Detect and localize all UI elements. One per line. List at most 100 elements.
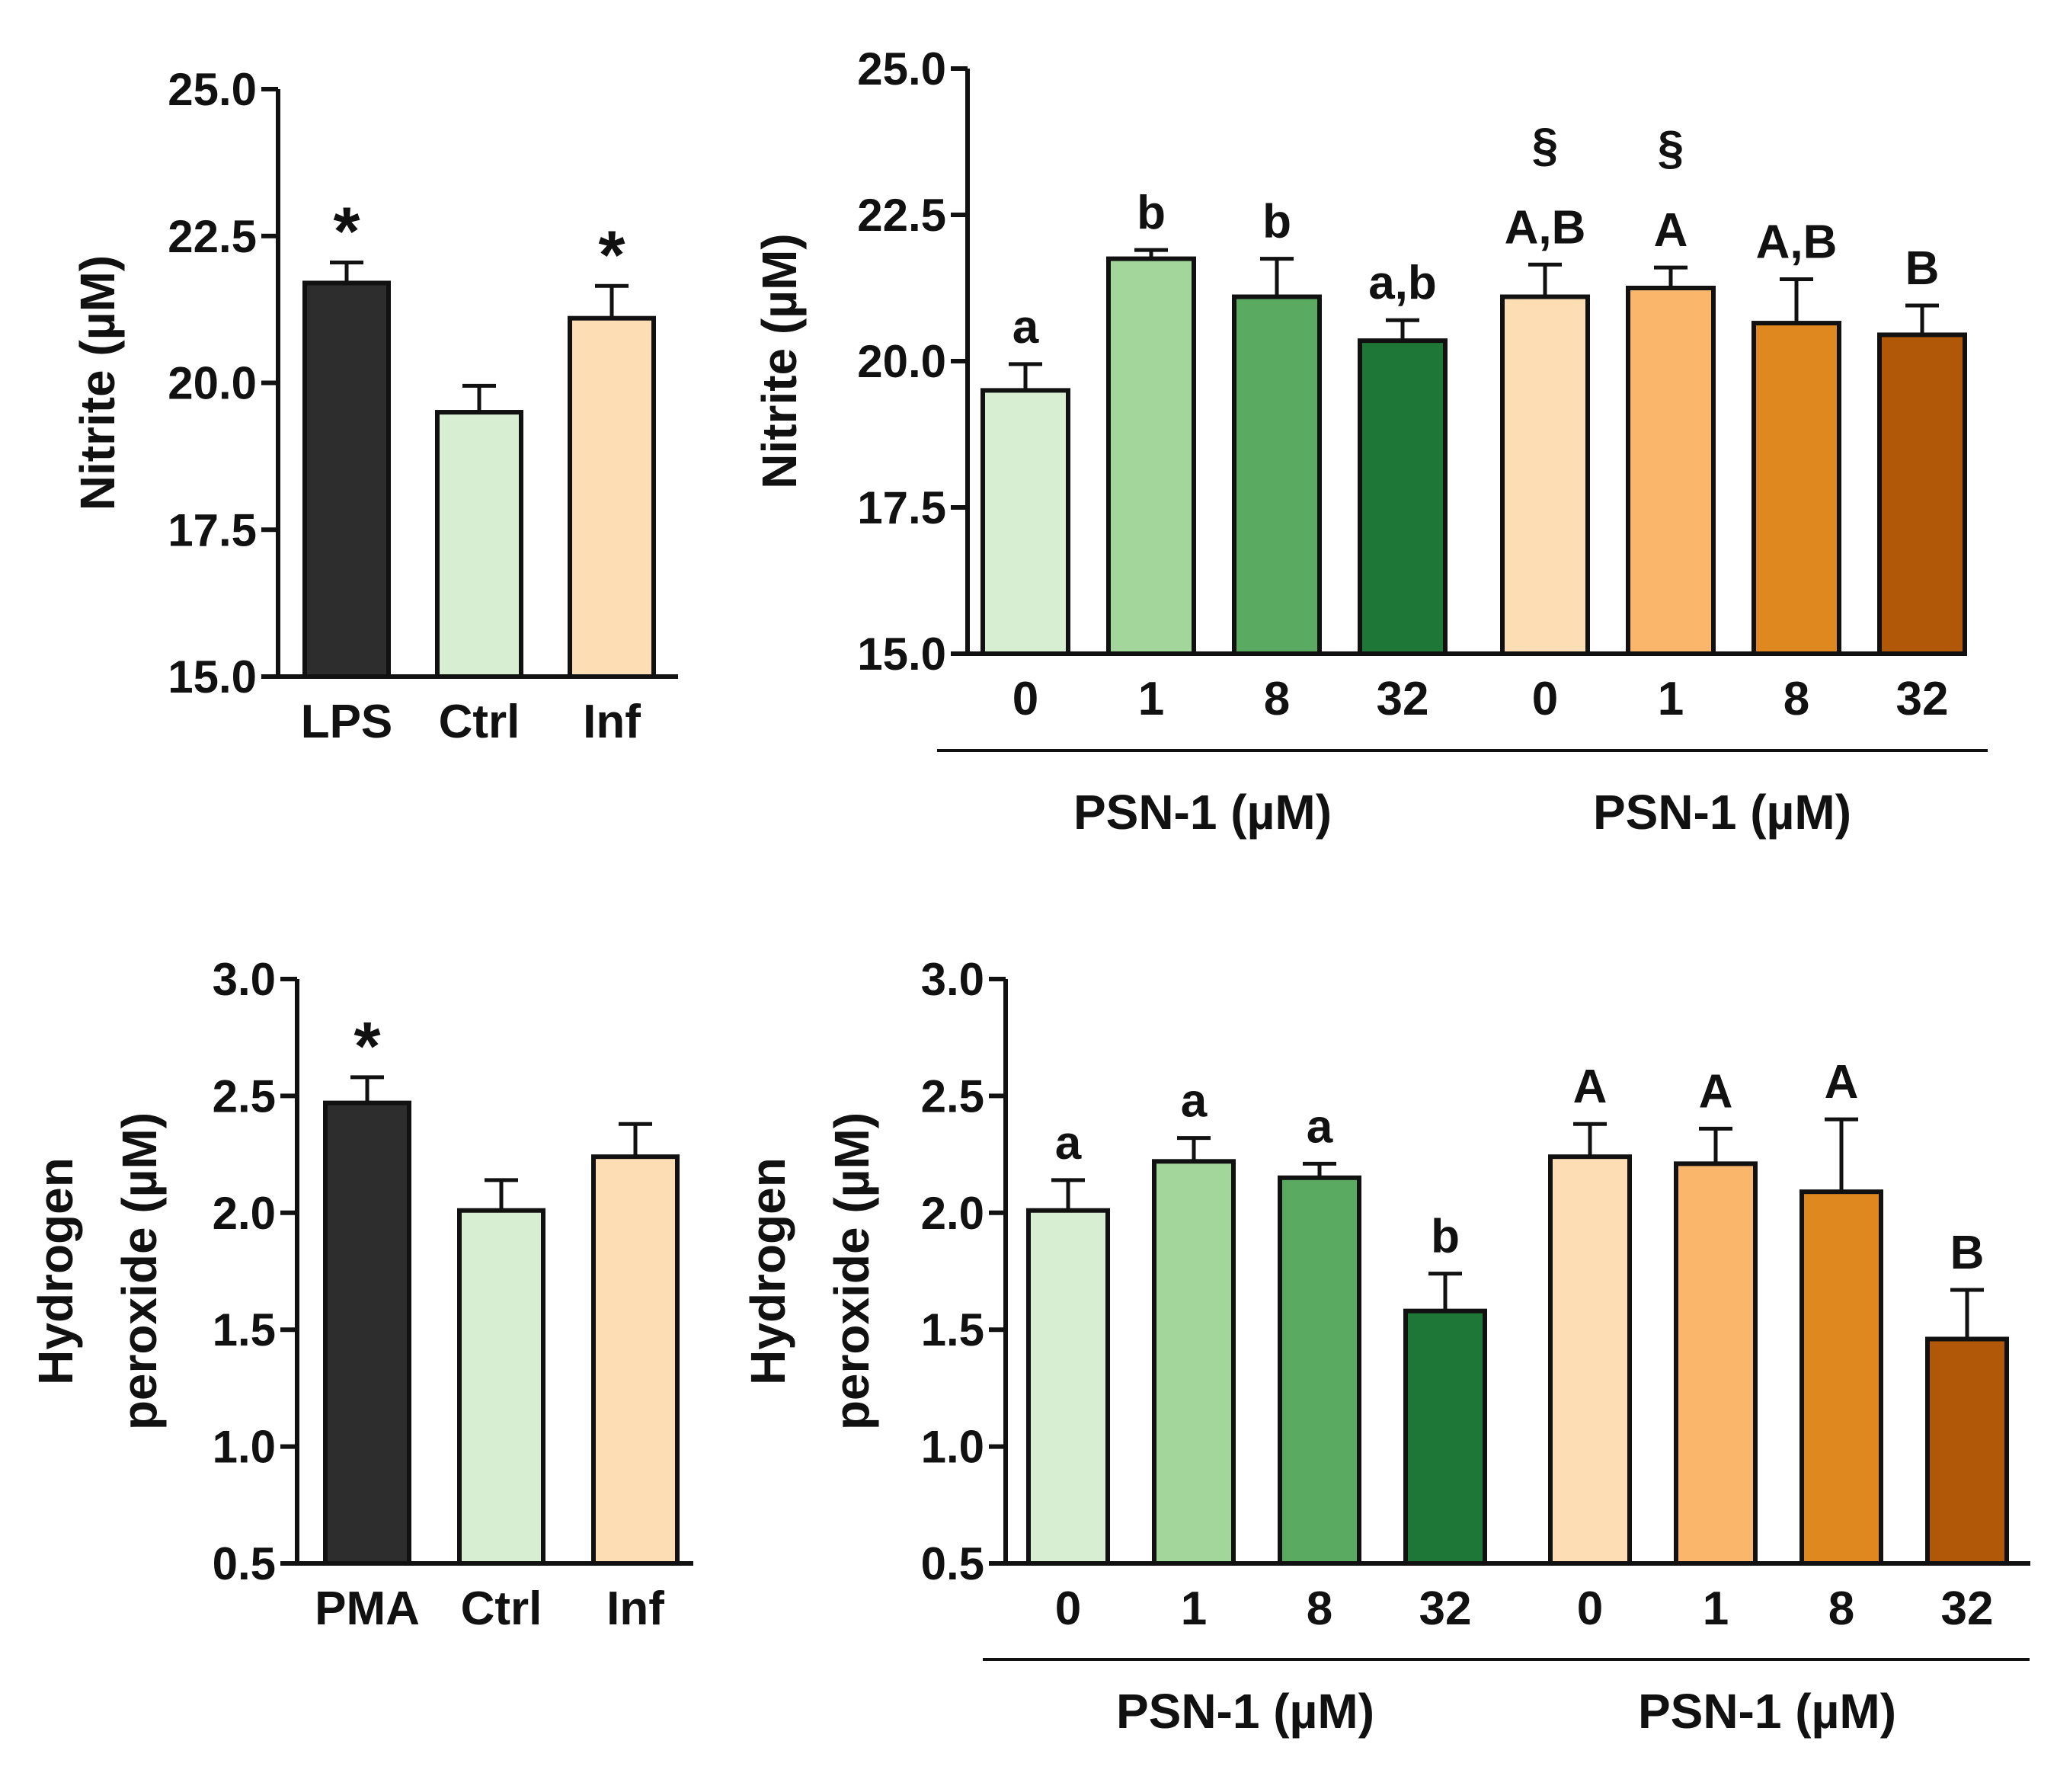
- x-tick-label: 1: [1138, 673, 1164, 725]
- y-tick-label: 1.5: [213, 1304, 276, 1355]
- bar: [1500, 294, 1590, 656]
- y-tick-label: 0.5: [213, 1538, 276, 1589]
- bar: [1152, 1159, 1236, 1566]
- significance-letter: A,B: [1505, 201, 1586, 254]
- bar: [981, 388, 1070, 657]
- panel-hydrogen-peroxide-psn1: Hydrogen peroxide (µM) 0.5 1.0 1.5 2.0 2.5 3.0 a…: [741, 954, 2030, 1739]
- x-tick-label: 0: [1055, 1582, 1081, 1635]
- x-tick-label: 1: [1181, 1582, 1207, 1635]
- bar: [568, 315, 656, 679]
- significance-letter: A: [1573, 1061, 1608, 1113]
- y-axis-label: peroxide (µM): [824, 1112, 879, 1430]
- significance-letter: B: [1905, 242, 1940, 295]
- bar: [1106, 256, 1196, 657]
- x-tick-label: PMA: [315, 1582, 420, 1635]
- x-tick-label: 8: [1307, 1582, 1332, 1635]
- y-tick-label: 20.0: [168, 358, 257, 409]
- significance-letter: b: [1137, 187, 1166, 239]
- panel-nitrite-psn1: Nitrite (µM) 15.0 17.5 20.0 22.5 25.0 a 0 b 1 b 8 a,…: [752, 43, 1988, 840]
- bar: [435, 410, 523, 679]
- bar: [1026, 1208, 1110, 1566]
- y-axis-label: Hydrogen: [741, 1157, 795, 1385]
- y-tick-label: 17.5: [168, 504, 257, 555]
- significance-star: *: [598, 217, 625, 293]
- y-tick-label: 17.5: [857, 482, 946, 533]
- panel-hydrogen-peroxide-controls: Hydrogen peroxide (µM) 0.5 1.0 1.5 2.0 2.5 3.0 *…: [28, 954, 693, 1635]
- bar: [1548, 1154, 1632, 1566]
- y-tick-label: 3.0: [213, 954, 276, 1005]
- x-tick-label: 0: [1013, 673, 1038, 725]
- significance-section-mark: §: [1658, 122, 1684, 174]
- significance-letter: B: [1950, 1227, 1985, 1279]
- x-tick-label: Ctrl: [461, 1582, 542, 1635]
- significance-star: *: [353, 1009, 380, 1085]
- y-tick-label: 25.0: [168, 64, 257, 115]
- significance-letter: a: [1013, 301, 1039, 354]
- significance-star: *: [333, 194, 360, 270]
- significance-letter: b: [1262, 196, 1291, 248]
- significance-letter: a: [1307, 1100, 1333, 1153]
- bar: [1799, 1189, 1883, 1566]
- significance-letter: a: [1055, 1117, 1082, 1170]
- significance-section-mark: §: [1532, 119, 1558, 171]
- y-tick-label: 15.0: [857, 629, 946, 680]
- y-tick-label: 15.0: [168, 651, 257, 702]
- bar: [323, 1100, 411, 1566]
- x-tick-label: 32: [1941, 1582, 1994, 1635]
- bar: [1232, 294, 1322, 656]
- significance-letter: a,b: [1368, 257, 1437, 309]
- group-label: PSN-1 (µM): [1073, 785, 1332, 840]
- x-tick-label: Inf: [606, 1582, 664, 1635]
- group-label: PSN-1 (µM): [1116, 1684, 1374, 1739]
- y-tick-label: 0.5: [921, 1538, 984, 1589]
- y-tick-label: 20.0: [857, 336, 946, 387]
- y-tick-label: 2.5: [921, 1070, 984, 1122]
- significance-letter: a: [1181, 1075, 1208, 1128]
- x-tick-label: LPS: [301, 696, 393, 748]
- y-tick-label: 2.0: [921, 1188, 984, 1239]
- y-tick-label: 22.5: [857, 190, 946, 241]
- x-tick-label: 8: [1264, 673, 1290, 725]
- bar: [1674, 1161, 1758, 1566]
- bar: [1925, 1336, 2009, 1566]
- bar: [1403, 1308, 1487, 1566]
- y-tick-label: 25.0: [857, 43, 946, 94]
- bar: [457, 1208, 545, 1566]
- y-tick-label: 3.0: [921, 954, 984, 1005]
- y-tick-label: 1.0: [213, 1422, 276, 1473]
- bar: [1626, 286, 1716, 656]
- bar: [1278, 1175, 1361, 1566]
- y-tick-label: 22.5: [168, 211, 257, 262]
- bar: [1751, 321, 1841, 656]
- x-tick-label: 8: [1828, 1582, 1854, 1635]
- bar: [302, 280, 391, 679]
- group-label: PSN-1 (µM): [1638, 1684, 1896, 1739]
- bar: [1358, 338, 1448, 656]
- x-tick-label: Inf: [583, 696, 641, 748]
- x-tick-label: 1: [1658, 673, 1684, 725]
- panel-nitrite-controls: Nitrite (µM) 15.0 17.5 20.0 22.5 25.0 * LPS Ctrl…: [70, 64, 678, 748]
- x-tick-label: Ctrl: [439, 696, 520, 748]
- x-tick-label: 0: [1532, 673, 1558, 725]
- y-axis-label: Nitrite (µM): [70, 255, 125, 511]
- y-axis-label: Hydrogen: [28, 1157, 83, 1385]
- bar: [591, 1154, 680, 1566]
- x-tick-label: 32: [1896, 673, 1949, 725]
- y-tick-label: 1.0: [921, 1422, 984, 1473]
- y-axis-label: peroxide (µM): [112, 1112, 167, 1430]
- y-axis-label: Nitrite (µM): [752, 233, 807, 489]
- bar: [1877, 332, 1967, 656]
- significance-letter: b: [1431, 1211, 1460, 1263]
- group-label: PSN-1 (µM): [1593, 785, 1851, 840]
- significance-letter: A: [1825, 1056, 1859, 1109]
- significance-letter: A: [1654, 204, 1688, 257]
- significance-letter: A,B: [1756, 216, 1838, 268]
- x-tick-label: 0: [1577, 1582, 1603, 1635]
- y-tick-label: 2.5: [213, 1070, 276, 1122]
- y-tick-label: 1.5: [921, 1304, 984, 1355]
- x-tick-label: 32: [1419, 1582, 1472, 1635]
- x-tick-label: 1: [1703, 1582, 1729, 1635]
- x-tick-label: 8: [1783, 673, 1809, 725]
- significance-letter: A: [1699, 1065, 1733, 1118]
